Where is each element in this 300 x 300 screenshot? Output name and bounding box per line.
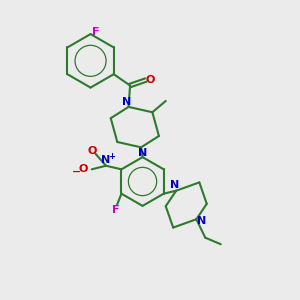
Text: O: O bbox=[146, 75, 155, 85]
Text: −: − bbox=[72, 167, 82, 177]
Text: O: O bbox=[79, 164, 88, 174]
Text: N: N bbox=[138, 148, 147, 158]
Text: N: N bbox=[122, 97, 132, 106]
Text: F: F bbox=[92, 27, 100, 37]
Text: N: N bbox=[170, 180, 179, 190]
Text: N: N bbox=[101, 155, 111, 165]
Text: +: + bbox=[108, 152, 115, 161]
Text: O: O bbox=[87, 146, 97, 156]
Text: F: F bbox=[112, 205, 120, 215]
Text: N: N bbox=[197, 216, 206, 226]
